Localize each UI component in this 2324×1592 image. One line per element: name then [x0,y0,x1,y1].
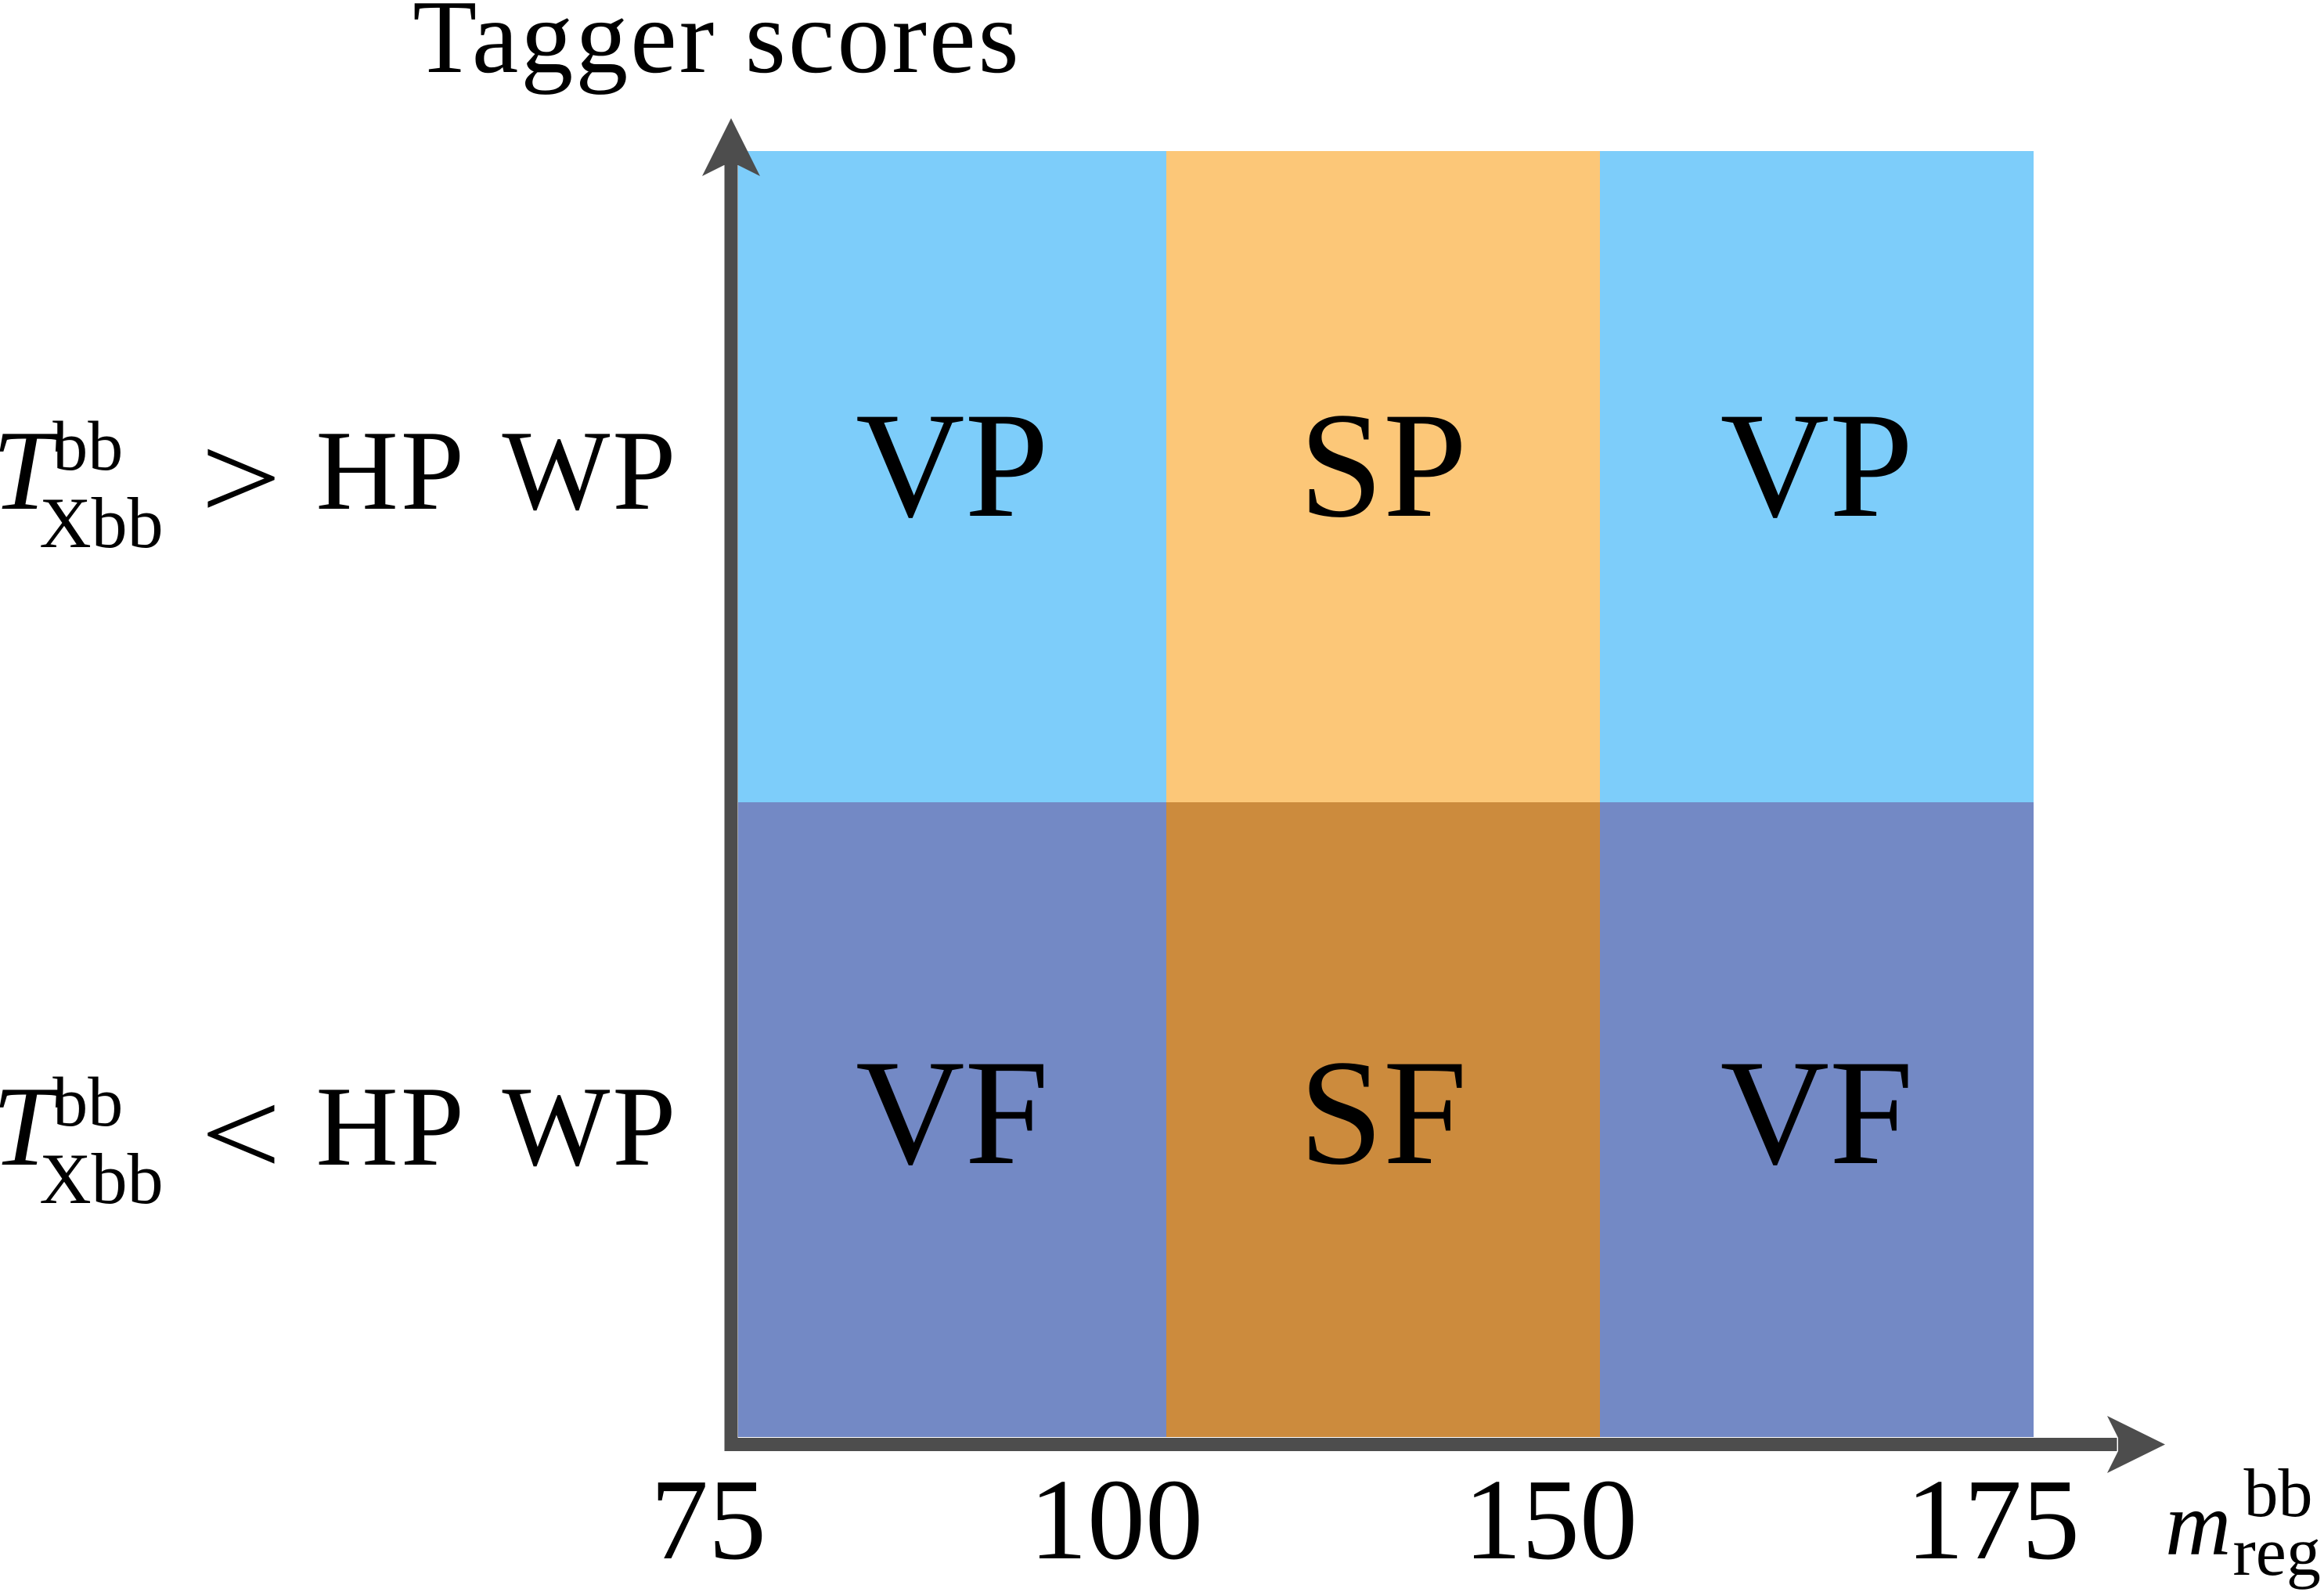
x-tick-150: 150 [1464,1456,1638,1584]
working-point-text: HP WP [315,407,679,534]
y-axis-line [724,165,738,1451]
x-tick-175: 175 [1906,1456,2080,1584]
tagger-supsub: bb Xbb [39,1064,164,1219]
region-label-vp-left: VP [856,381,1049,549]
working-point-text: HP WP [315,1063,679,1190]
region-cell-vp-left: VP [738,151,1166,802]
y-axis-arrowhead-icon [702,118,760,176]
x-axis-line [724,1438,2117,1451]
row-condition-top: TbbXbb>HP WP [0,408,679,563]
region-cell-vf-right: VF [1600,802,2034,1437]
y-axis-title: Tagger scores [413,0,1021,95]
region-label-vp-right: VP [1720,381,1914,549]
tagger-supsub: bb Xbb [39,408,164,563]
region-cell-vp-right: VP [1600,151,2034,802]
tagger-symbol: T [0,1063,56,1190]
region-label-vf-left: VF [856,1028,1049,1196]
x-axis-label: m bb reg [2165,1460,2321,1587]
region-label-vf-right: VF [1720,1028,1914,1196]
region-label-sp: SP [1299,381,1468,549]
tagger-symbol: T [0,407,56,534]
region-cell-sf: SF [1166,802,1600,1437]
region-cell-vf-left: VF [738,802,1166,1437]
x-axis-arrowhead-icon [2107,1416,2165,1473]
x-tick-100: 100 [1029,1456,1203,1584]
row-condition-bottom: TbbXbb<HP WP [0,1064,679,1219]
x-tick-75: 75 [650,1456,766,1584]
region-cell-sp: SP [1166,151,1600,802]
mass-symbol: m [2165,1474,2232,1575]
region-label-sf: SF [1299,1028,1468,1196]
